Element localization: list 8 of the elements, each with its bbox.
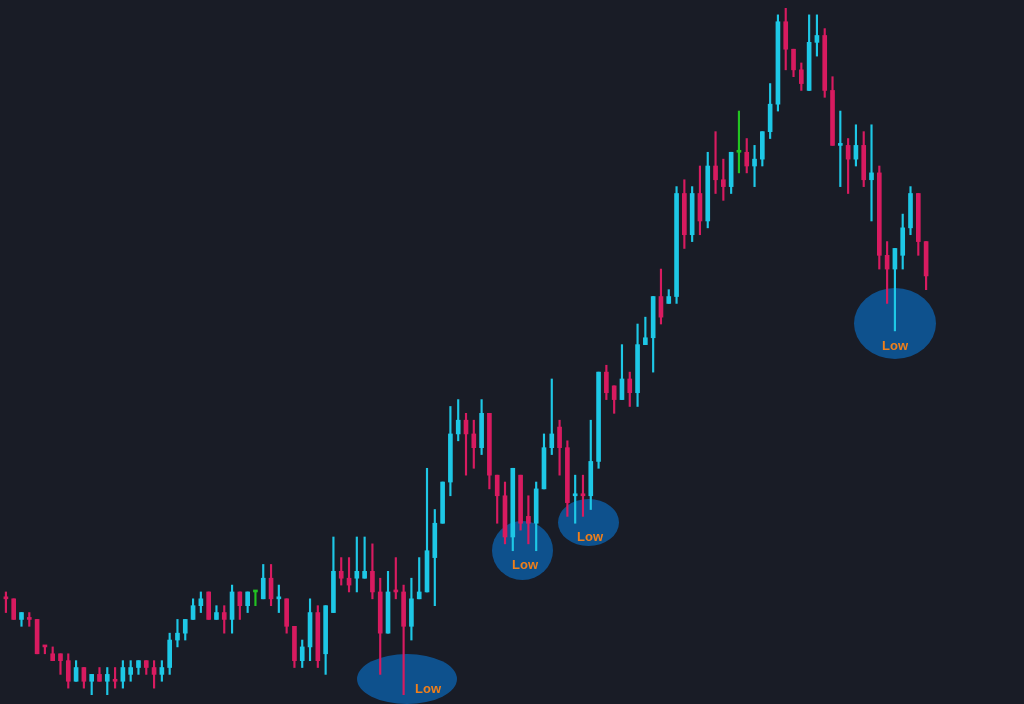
candlestick — [11, 598, 17, 620]
annotation: Low — [512, 556, 538, 572]
annotation: Low — [577, 528, 603, 544]
candlestick — [206, 591, 211, 620]
annotation: Low — [415, 680, 441, 696]
annotation: Low — [882, 337, 908, 353]
candlestick — [440, 481, 445, 524]
candlestick — [34, 619, 40, 655]
